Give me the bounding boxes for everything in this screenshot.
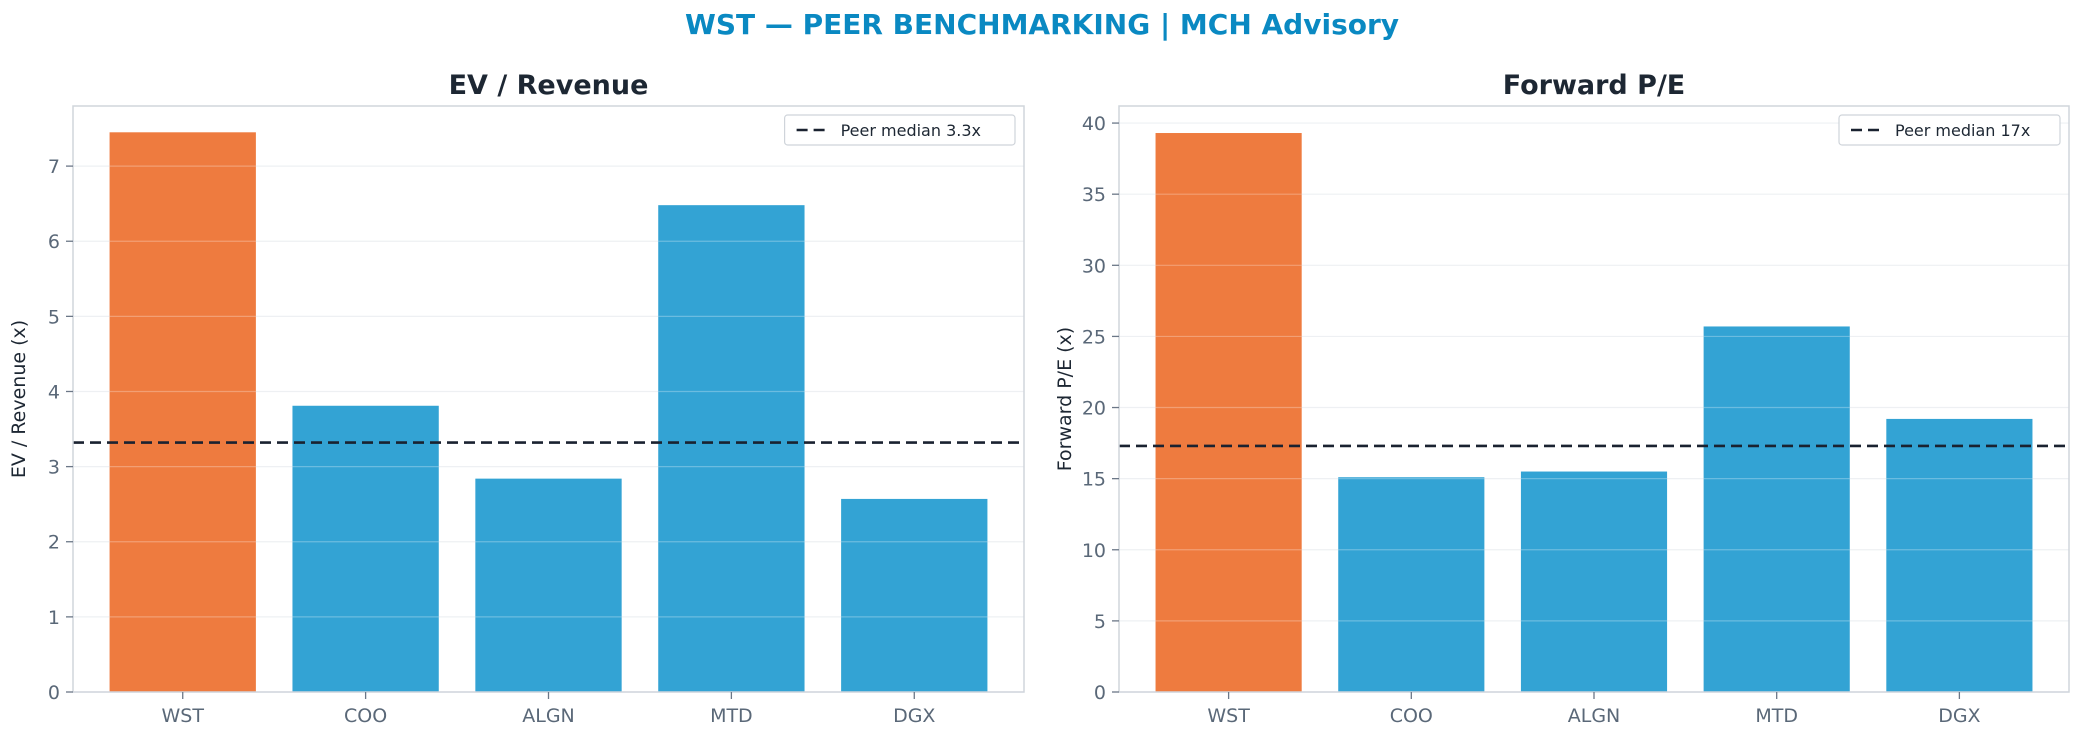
legend-box: [783, 114, 1016, 146]
x-tick-label: MTD: [1755, 705, 1798, 727]
x-tick-label: WST: [162, 705, 205, 727]
bar-dgx: [841, 498, 988, 692]
y-tick-label: 1: [48, 607, 60, 629]
y-tick-label: 5: [48, 306, 60, 328]
y-axis-label: EV / Revenue (x): [8, 320, 30, 478]
x-tick-label: WST: [1207, 705, 1250, 727]
x-tick-label: COO: [344, 705, 387, 727]
y-tick-label: 7: [48, 156, 60, 178]
bar-coo: [1338, 477, 1485, 692]
figure-title: WST — PEER BENCHMARKING | MCH Advisory: [684, 8, 1400, 41]
y-tick-label: 0: [1094, 682, 1106, 704]
y-tick-label: 10: [1082, 540, 1106, 562]
bar-algn: [475, 478, 622, 692]
chart-panel-2: 0 5 10 15 20 25 30 35 40 WST COO ALGN MTD DGX Forward …: [1054, 70, 2070, 727]
y-axis-label: Forward P/E (x): [1054, 327, 1076, 471]
y-tick-label: 15: [1082, 469, 1106, 491]
legend-label: Peer median 3.3x: [841, 121, 981, 140]
legend: Peer median 3.3x: [783, 114, 1016, 146]
x-tick-label: DGX: [1938, 705, 1980, 727]
x-tick-label: DGX: [893, 705, 935, 727]
bar-wst: [109, 132, 256, 693]
y-tick-label: 25: [1082, 326, 1106, 348]
x-tick-label: COO: [1390, 705, 1433, 727]
legend: Peer median 17x: [1838, 114, 2061, 146]
y-tick-label: 30: [1082, 255, 1106, 277]
bar-mtd: [658, 205, 805, 692]
y-tick-label: 40: [1082, 113, 1106, 135]
bar-algn: [1520, 471, 1668, 692]
y-tick-label: 0: [48, 682, 60, 704]
x-tick-label: ALGN: [522, 705, 575, 727]
legend-label: Peer median 17x: [1895, 121, 2030, 140]
y-tick-label: 35: [1082, 184, 1106, 206]
bar-coo: [292, 405, 439, 692]
y-tick-label: 4: [48, 381, 60, 403]
bar-dgx: [1886, 418, 2033, 692]
y-tick-label: 2: [48, 532, 60, 554]
chart-panel-1: 0 1 2 3 4 5 6 7 WST COO ALGN MTD DGX EV / Revenue EV /…: [8, 70, 1025, 727]
y-tick-label: 3: [48, 457, 60, 479]
legend-box: [1838, 114, 2061, 146]
chart-title: EV / Revenue: [449, 70, 649, 101]
x-tick-label: MTD: [710, 705, 753, 727]
y-tick-label: 6: [48, 231, 60, 253]
y-tick-label: 5: [1094, 611, 1106, 633]
bar-wst: [1155, 133, 1302, 692]
y-tick-label: 20: [1082, 398, 1106, 420]
x-tick-label: ALGN: [1568, 705, 1621, 727]
chart-title: Forward P/E: [1503, 70, 1686, 101]
bar-mtd: [1703, 326, 1850, 692]
